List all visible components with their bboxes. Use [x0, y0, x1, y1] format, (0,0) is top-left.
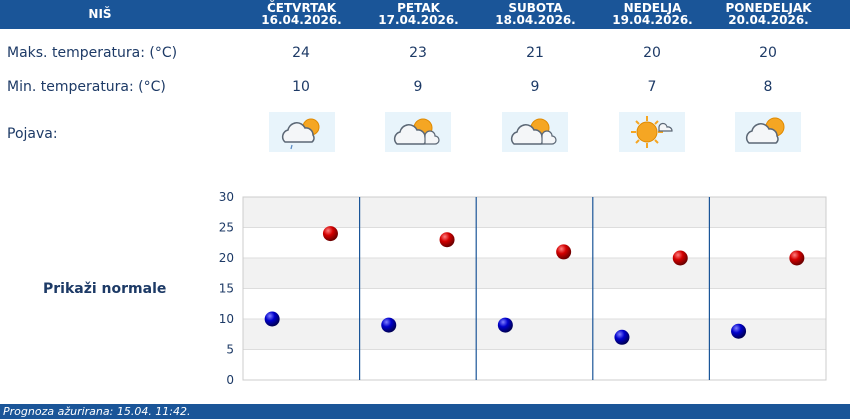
day-header-4: NEDELJA 19.04.2026.	[594, 2, 711, 26]
mostly-sunny-icon	[631, 116, 673, 148]
grid-band	[243, 227, 826, 258]
max-temp-day-2: 23	[409, 45, 427, 61]
partly-cloudy-icon	[393, 118, 440, 145]
day-name: NEDELJA	[623, 1, 682, 15]
weather-icon-day-4	[619, 112, 685, 152]
max-temp-day-1: 24	[292, 45, 310, 61]
day-header-3: SUBOTA 18.04.2026.	[477, 2, 594, 26]
day-date: 20.04.2026.	[728, 13, 809, 27]
forecast-header: NIŠ ČETVRTAK 16.04.2026. PETAK 17.04.202…	[0, 0, 850, 29]
y-tick-label: 10	[219, 312, 234, 326]
max-temp-dot	[439, 232, 455, 248]
day-date: 17.04.2026.	[378, 13, 459, 27]
weather-icon-day-5	[735, 112, 801, 152]
weather-icon-day-3	[502, 112, 568, 152]
temperature-chart: 0 5 10 15 20 25 30	[219, 190, 827, 387]
max-temp-day-4: 20	[643, 45, 661, 61]
weather-icon-day-1	[269, 112, 335, 152]
day-date: 16.04.2026.	[261, 13, 342, 27]
grid-band	[243, 288, 826, 319]
plot-frame	[242, 196, 827, 381]
min-temp-dot	[264, 311, 280, 327]
weather-icon-day-2	[385, 112, 451, 152]
cloudy-sun-light-rain-icon	[281, 118, 320, 150]
y-tick-label: 0	[226, 373, 234, 387]
min-temp-day-2: 9	[413, 79, 423, 95]
day-name: PETAK	[397, 1, 440, 15]
day-header-2: PETAK 17.04.2026.	[360, 2, 477, 26]
min-temp-label: Min. temperatura: (°C)	[7, 79, 166, 95]
min-temp-day-5: 8	[763, 79, 773, 95]
day-date: 19.04.2026.	[612, 13, 693, 27]
day-header-5: PONEDELJAK 20.04.2026.	[710, 2, 827, 26]
max-temp-dot	[672, 250, 688, 266]
y-tick-label: 15	[219, 282, 234, 296]
min-temp-day-1: 10	[292, 79, 310, 95]
min-temp-day-3: 9	[530, 79, 540, 95]
day-date: 18.04.2026.	[495, 13, 576, 27]
partly-cloudy-icon	[510, 118, 557, 145]
show-normals-link[interactable]: Prikaži normale	[43, 281, 167, 297]
max-temp-label: Maks. temperatura: (°C)	[7, 45, 178, 61]
max-temp-dot	[322, 226, 338, 242]
grid-band	[243, 197, 826, 228]
min-temp-dot	[497, 317, 513, 333]
y-tick-label: 20	[219, 251, 234, 265]
day-header-1: ČETVRTAK 16.04.2026.	[243, 2, 360, 26]
grid-band	[243, 349, 826, 380]
partly-cloudy-icon	[745, 117, 785, 144]
day-name: SUBOTA	[508, 1, 563, 15]
grid-band	[243, 319, 826, 350]
y-tick-label: 25	[219, 221, 234, 235]
footer-bar: Prognoza ažurirana: 15.04. 11:42.	[0, 404, 850, 419]
city-name: NIŠ	[88, 7, 112, 21]
min-temp-dot	[381, 317, 397, 333]
day-name: ČETVRTAK	[266, 1, 337, 15]
y-tick-label: 30	[219, 190, 234, 204]
grid-band	[243, 258, 826, 289]
max-temp-dot	[556, 244, 572, 260]
min-temp-dot	[614, 329, 630, 345]
max-temp-dot	[789, 250, 805, 266]
min-temp-day-4: 7	[647, 79, 657, 95]
max-temp-day-3: 21	[526, 45, 544, 61]
updated-text: Prognoza ažurirana: 15.04. 11:42.	[3, 405, 191, 418]
weather-label: Pojava:	[7, 126, 58, 142]
min-temp-dot	[731, 323, 747, 339]
y-tick-label: 5	[226, 343, 234, 357]
day-name: PONEDELJAK	[725, 1, 812, 15]
max-temp-day-5: 20	[759, 45, 777, 61]
